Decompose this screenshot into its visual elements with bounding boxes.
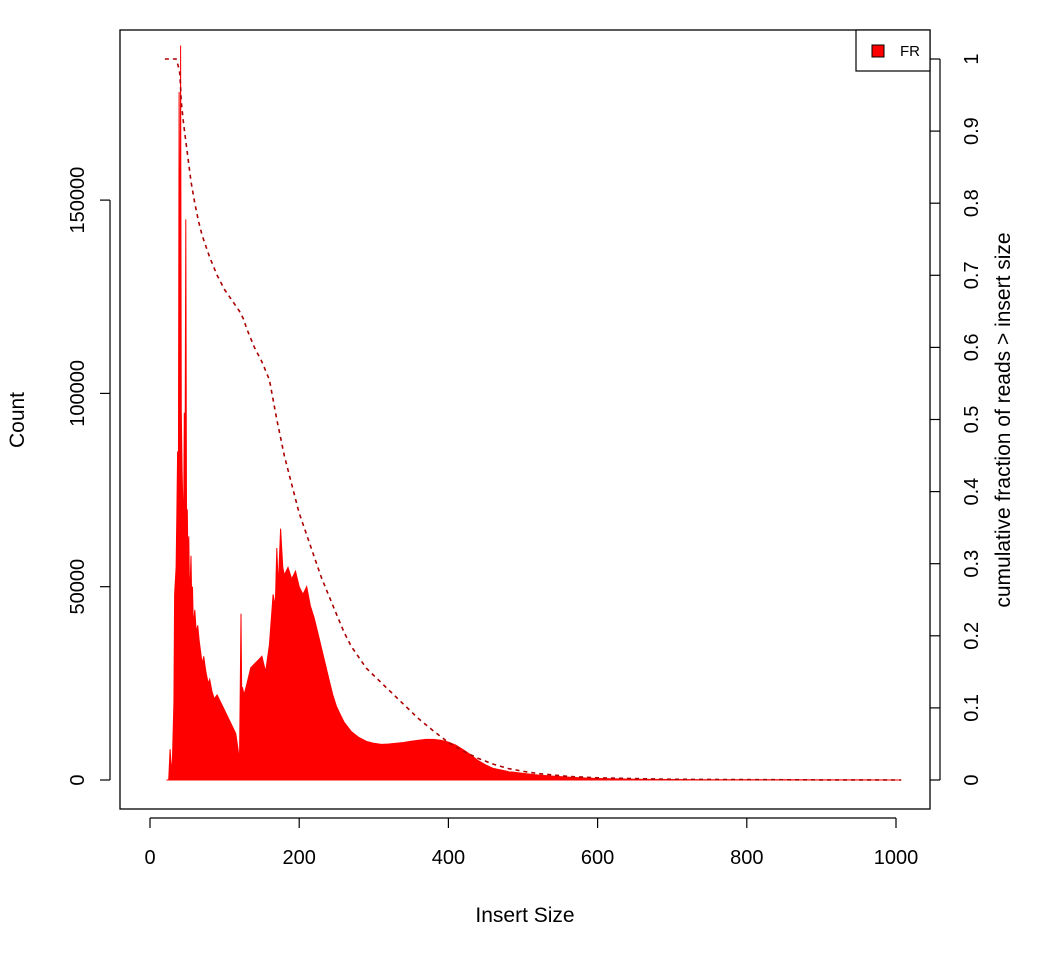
histogram-area [166,45,902,781]
y-tick-label: 100000 [67,360,89,427]
y-tick-label: 50000 [67,559,89,615]
x-tick-label: 200 [283,847,316,869]
x-tick-label: 0 [144,847,155,869]
y2-tick-label: 0.3 [961,550,983,578]
y-axis-left: 0 50000 100000 150000 [67,167,111,786]
y2-tick-label: 0.2 [961,622,983,650]
x-tick-label: 600 [581,847,614,869]
x-axis: 0 200 400 600 800 1000 [144,817,919,869]
y-axis-right: 0 0.1 0.2 0.3 0.4 0.5 0.6 0.7 0.8 0.9 1 [930,53,983,786]
y2-tick-label: 1 [961,53,983,64]
y2-axis-title: cumulative fraction of reads > insert si… [992,232,1015,607]
x-tick-label: 400 [432,847,465,869]
legend-box [855,29,931,72]
y2-tick-label: 0.9 [961,117,983,145]
y2-tick-label: 0.5 [961,406,983,434]
legend: FR [855,29,931,72]
y-axis-title: Count [6,392,29,448]
cumulative-curve-layer [164,58,902,781]
legend-label-fr: FR [900,43,920,60]
y2-tick-label: 0.6 [961,333,983,361]
histogram-layer [166,45,902,781]
y2-tick-label: 0 [961,774,983,785]
x-axis-title: Insert Size [475,904,574,927]
y2-tick-label: 0.4 [961,478,983,506]
cumulative-fraction-line [164,58,902,781]
x-tick-label: 800 [730,847,763,869]
y2-tick-label: 0.8 [961,189,983,217]
y2-tick-label: 0.1 [961,694,983,722]
y-tick-label: 0 [67,774,89,785]
y-tick-label: 150000 [67,167,89,234]
y2-tick-label: 0.7 [961,261,983,289]
x-tick-label: 1000 [874,847,919,869]
legend-swatch-fr [871,44,885,58]
